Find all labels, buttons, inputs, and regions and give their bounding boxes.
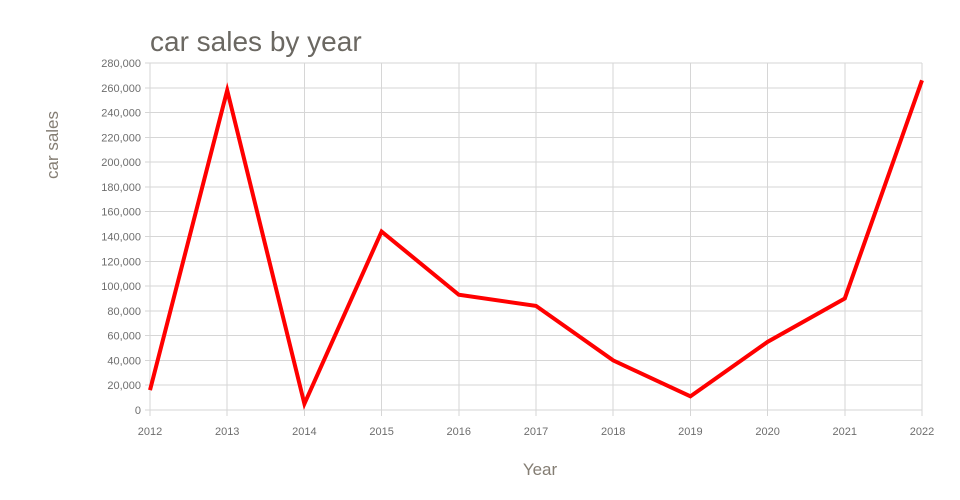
x-tick-label: 2022 bbox=[910, 426, 934, 438]
x-tick-label: 2013 bbox=[215, 426, 239, 438]
y-tick-label: 60,000 bbox=[107, 331, 141, 343]
x-tick-label: 2020 bbox=[755, 426, 779, 438]
x-tick-label: 2014 bbox=[292, 426, 316, 438]
chart-title: car sales by year bbox=[150, 26, 362, 57]
x-tick-label: 2019 bbox=[678, 426, 702, 438]
y-tick-label: 280,000 bbox=[101, 58, 141, 70]
y-tick-label: 140,000 bbox=[101, 232, 141, 244]
x-axis-title: Year bbox=[522, 460, 558, 479]
y-tick-label: 240,000 bbox=[101, 108, 141, 120]
x-tick-label: 2016 bbox=[447, 426, 471, 438]
y-tick-label: 20,000 bbox=[107, 380, 141, 392]
y-tick-label: 220,000 bbox=[101, 132, 141, 144]
y-tick-label: 100,000 bbox=[101, 281, 141, 293]
x-tick-label: 2012 bbox=[138, 426, 162, 438]
y-tick-label: 200,000 bbox=[101, 157, 141, 169]
y-tick-label: 260,000 bbox=[101, 83, 141, 95]
y-tick-label: 80,000 bbox=[107, 306, 141, 318]
y-tick-label: 120,000 bbox=[101, 256, 141, 268]
series-line bbox=[148, 79, 924, 410]
y-tick-label: 180,000 bbox=[101, 182, 141, 194]
y-tick-label: 0 bbox=[135, 405, 141, 417]
x-tick-label: 2021 bbox=[833, 426, 857, 438]
y-tick-label: 160,000 bbox=[101, 207, 141, 219]
x-tick-label: 2015 bbox=[369, 426, 393, 438]
y-tick-label: 40,000 bbox=[107, 355, 141, 367]
x-tick-label: 2017 bbox=[524, 426, 548, 438]
x-tick-label: 2018 bbox=[601, 426, 625, 438]
